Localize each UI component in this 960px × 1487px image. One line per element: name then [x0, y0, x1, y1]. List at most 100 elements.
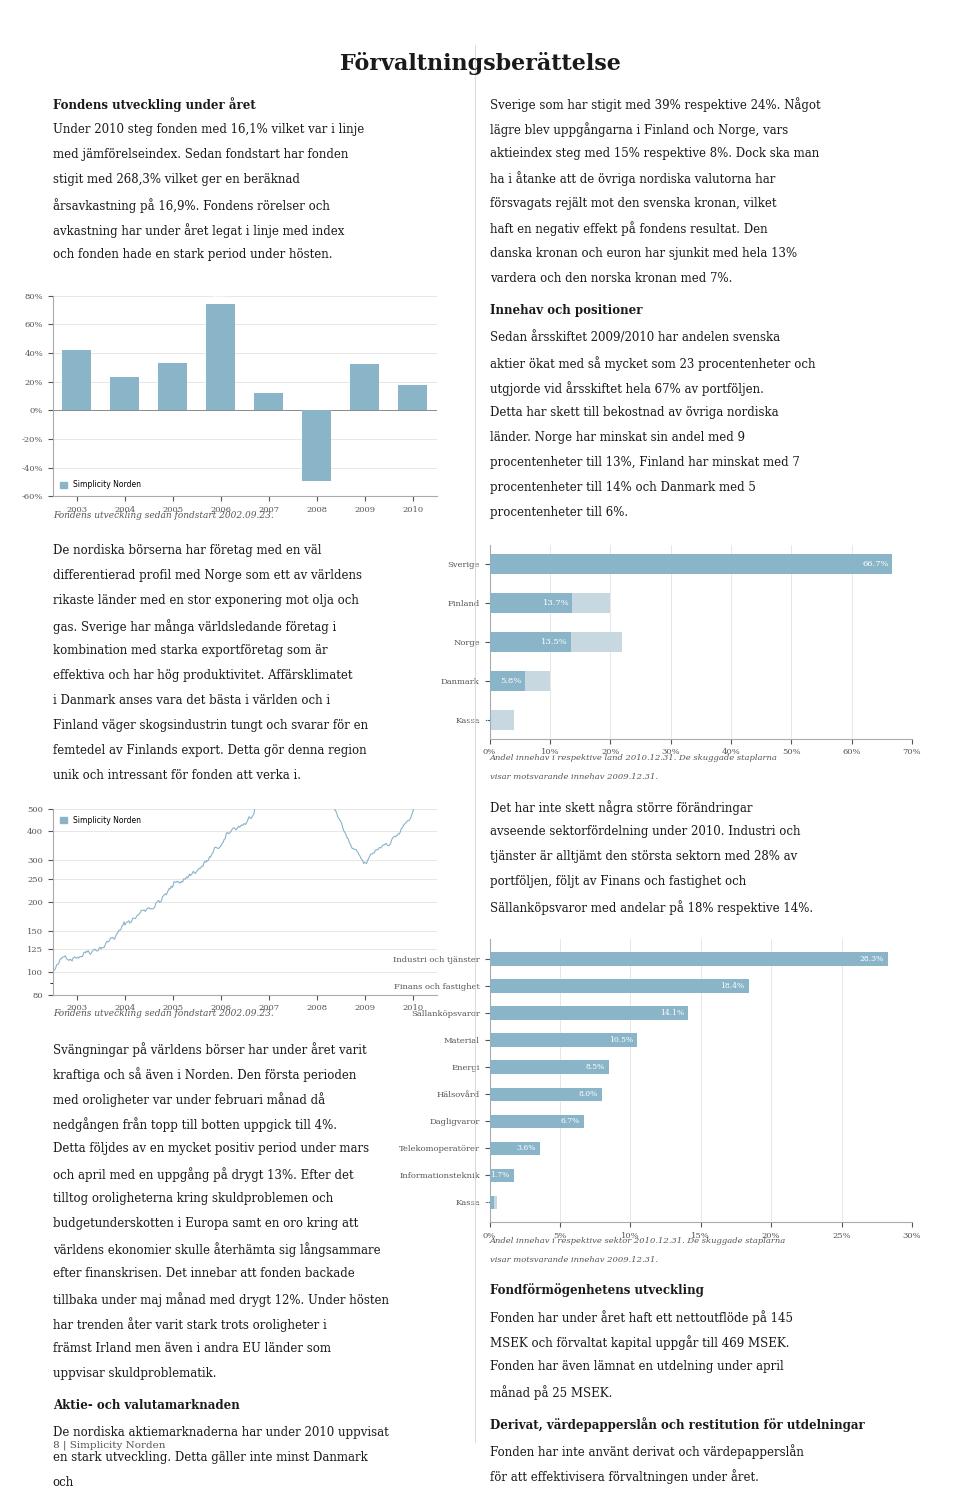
Text: efter finanskrisen. Det innebar att fonden backade: efter finanskrisen. Det innebar att fond…	[53, 1267, 354, 1280]
Text: procentenheter till 6%.: procentenheter till 6%.	[490, 506, 628, 519]
Bar	[490, 1196, 493, 1209]
Text: Sällanköpsvaror med andelar på 18% respektive 14%.: Sällanköpsvaror med andelar på 18% respe…	[490, 900, 813, 915]
Bar	[490, 1060, 610, 1074]
Text: -49%: -49%	[307, 482, 326, 491]
Text: 42%: 42%	[68, 341, 85, 348]
Text: kombination med starka exportföretag som är: kombination med starka exportföretag som…	[53, 644, 327, 657]
Text: Det har inte skett några större förändringar: Det har inte skett några större förändri…	[490, 800, 752, 815]
Text: 13.5%: 13.5%	[541, 638, 568, 645]
Text: ha i åtanke att de övriga nordiska valutorna har: ha i åtanke att de övriga nordiska valut…	[490, 171, 775, 186]
Bar	[490, 952, 828, 967]
Bar	[490, 1033, 637, 1047]
Bar	[490, 1169, 511, 1182]
Text: nedgången från topp till botten uppgick till 4%.: nedgången från topp till botten uppgick …	[53, 1117, 337, 1132]
Text: unik och intressant för fonden att verka i.: unik och intressant för fonden att verka…	[53, 769, 300, 782]
Text: 18%: 18%	[404, 375, 421, 384]
Text: visar motsvarande innehav 2009.12.31.: visar motsvarande innehav 2009.12.31.	[490, 773, 658, 781]
Text: Andel innehav i respektive land 2010.12.31. De skuggade staplarna: Andel innehav i respektive land 2010.12.…	[490, 754, 778, 761]
Bar	[490, 632, 571, 651]
Bar	[490, 632, 622, 651]
Bar	[490, 711, 492, 730]
Text: avseende sektorfördelning under 2010. Industri och: avseende sektorfördelning under 2010. In…	[490, 825, 800, 837]
Bar	[490, 1007, 688, 1020]
Text: och fonden hade en stark period under hösten.: och fonden hade en stark period under hö…	[53, 248, 332, 262]
Text: differentierad profil med Norge som ett av världens: differentierad profil med Norge som ett …	[53, 570, 362, 581]
Text: uppvisar skuldproblematik.: uppvisar skuldproblematik.	[53, 1367, 216, 1380]
Bar	[490, 1196, 496, 1209]
Text: främst Irland men även i andra EU länder som: främst Irland men även i andra EU länder…	[53, 1341, 331, 1355]
Text: 0.3%: 0.3%	[470, 1199, 490, 1206]
Bar	[490, 1115, 584, 1129]
Bar	[490, 1115, 574, 1129]
Text: Fonden har även lämnat en utdelning under april: Fonden har även lämnat en utdelning unde…	[490, 1359, 783, 1373]
Text: en stark utveckling. Detta gäller inte minst Danmark: en stark utveckling. Detta gäller inte m…	[53, 1451, 368, 1465]
Text: Sverige som har stigit med 39% respektive 24%. Något: Sverige som har stigit med 39% respektiv…	[490, 97, 820, 112]
Text: 8.5%: 8.5%	[586, 1063, 605, 1071]
Text: De nordiska aktiemarknaderna har under 2010 uppvisat: De nordiska aktiemarknaderna har under 2…	[53, 1426, 389, 1439]
Text: Andel innehav i respektive sektor 2010.12.31. De skuggade staplarna: Andel innehav i respektive sektor 2010.1…	[490, 1237, 786, 1245]
Text: 10.5%: 10.5%	[609, 1036, 634, 1044]
Text: för att effektivisera förvaltningen under året.: för att effektivisera förvaltningen unde…	[490, 1469, 758, 1484]
Bar	[350, 364, 379, 410]
Text: har trenden åter varit stark trots oroligheter i: har trenden åter varit stark trots oroli…	[53, 1317, 326, 1332]
Text: procentenheter till 13%, Finland har minskat med 7: procentenheter till 13%, Finland har min…	[490, 455, 800, 468]
Text: 13.7%: 13.7%	[542, 599, 569, 607]
Text: 66.7%: 66.7%	[863, 561, 889, 568]
Text: aktieindex steg med 15% respektive 8%. Dock ska man: aktieindex steg med 15% respektive 8%. D…	[490, 147, 819, 159]
Bar	[490, 980, 715, 993]
Bar	[398, 385, 427, 410]
Text: rikaste länder med en stor exponering mot olja och: rikaste länder med en stor exponering mo…	[53, 593, 359, 607]
Text: effektiva och har hög produktivitet. Affärsklimatet: effektiva och har hög produktivitet. Aff…	[53, 669, 352, 683]
Bar	[490, 1087, 602, 1100]
Bar	[490, 671, 550, 691]
Bar	[302, 410, 331, 480]
Text: 3.6%: 3.6%	[516, 1145, 536, 1152]
Text: Förvaltningsberättelse: Förvaltningsberättelse	[340, 52, 620, 74]
Text: tillbaka under maj månad med drygt 12%. Under hösten: tillbaka under maj månad med drygt 12%. …	[53, 1292, 389, 1307]
Text: aktier ökat med så mycket som 23 procentenheter och: aktier ökat med så mycket som 23 procent…	[490, 355, 815, 370]
Text: budgetunderskotten i Europa samt en oro kring att: budgetunderskotten i Europa samt en oro …	[53, 1216, 358, 1230]
Bar	[490, 711, 514, 730]
Text: 28.3%: 28.3%	[859, 955, 884, 964]
Bar	[490, 555, 756, 574]
Text: Detta har skett till bekostnad av övriga nordiska: Detta har skett till bekostnad av övriga…	[490, 406, 779, 419]
Text: MSEK och förvaltat kapital uppgår till 469 MSEK.: MSEK och förvaltat kapital uppgår till 4…	[490, 1335, 789, 1350]
Text: 8.0%: 8.0%	[579, 1090, 598, 1099]
Text: stigit med 268,3% vilket ger en beräknad: stigit med 268,3% vilket ger en beräknad	[53, 174, 300, 186]
Text: 23%: 23%	[116, 367, 133, 376]
Bar	[158, 363, 187, 410]
Bar	[62, 349, 91, 410]
Text: Fonden har under året haft ett nettoutflöde på 145: Fonden har under året haft ett nettoutfl…	[490, 1310, 793, 1325]
Text: portföljen, följt av Finans och fastighet och: portföljen, följt av Finans och fastighe…	[490, 874, 746, 888]
Legend: Simplicity Norden: Simplicity Norden	[57, 477, 145, 492]
Text: Aktie- och valutamarknaden: Aktie- och valutamarknaden	[53, 1399, 240, 1413]
Text: med jämförelseindex. Sedan fondstart har fonden: med jämförelseindex. Sedan fondstart har…	[53, 149, 348, 162]
Text: 74%: 74%	[212, 294, 229, 303]
Text: tilltog oroligheterna kring skuldproblemen och: tilltog oroligheterna kring skuldproblem…	[53, 1193, 333, 1204]
Text: Fonden har inte använt derivat och värdepapperslån: Fonden har inte använt derivat och värde…	[490, 1444, 804, 1459]
Text: kraftiga och så även i Norden. Den första perioden: kraftiga och så även i Norden. Den först…	[53, 1068, 356, 1083]
Text: Sedan årsskiftet 2009/2010 har andelen svenska: Sedan årsskiftet 2009/2010 har andelen s…	[490, 330, 780, 343]
Text: Detta följdes av en mycket positiv period under mars: Detta följdes av en mycket positiv perio…	[53, 1142, 369, 1155]
Bar	[254, 393, 283, 410]
Text: visar motsvarande innehav 2009.12.31.: visar motsvarande innehav 2009.12.31.	[490, 1257, 658, 1264]
Bar	[110, 378, 139, 410]
Text: procentenheter till 14% och Danmark med 5: procentenheter till 14% och Danmark med …	[490, 480, 756, 494]
Text: Finland väger skogsindustrin tungt och svarar för en: Finland väger skogsindustrin tungt och s…	[53, 718, 368, 732]
Text: 0.3%: 0.3%	[468, 717, 489, 724]
Text: 5.8%: 5.8%	[500, 677, 521, 686]
Text: försvagats rejält mot den svenska kronan, vilket: försvagats rejält mot den svenska kronan…	[490, 196, 776, 210]
Bar	[490, 555, 892, 574]
Text: Svängningar på världens börser har under året varit: Svängningar på världens börser har under…	[53, 1042, 367, 1057]
Text: 8 | Simplicity Norden: 8 | Simplicity Norden	[53, 1441, 165, 1450]
Bar	[490, 1142, 540, 1155]
Bar	[490, 952, 888, 967]
Text: 18.4%: 18.4%	[720, 981, 744, 990]
Text: Fondens utveckling sedan fondstart 2002.09.23.: Fondens utveckling sedan fondstart 2002.…	[53, 512, 274, 520]
Text: länder. Norge har minskat sin andel med 9: länder. Norge har minskat sin andel med …	[490, 431, 745, 443]
Text: gas. Sverige har många världsledande företag i: gas. Sverige har många världsledande för…	[53, 619, 336, 633]
Text: Innehav och positioner: Innehav och positioner	[490, 303, 642, 317]
Text: världens ekonomier skulle återhämta sig långsammare: världens ekonomier skulle återhämta sig …	[53, 1242, 380, 1257]
Text: tjänster är alltjämt den största sektorn med 28% av: tjänster är alltjämt den största sektorn…	[490, 849, 797, 862]
Bar	[490, 1169, 514, 1182]
